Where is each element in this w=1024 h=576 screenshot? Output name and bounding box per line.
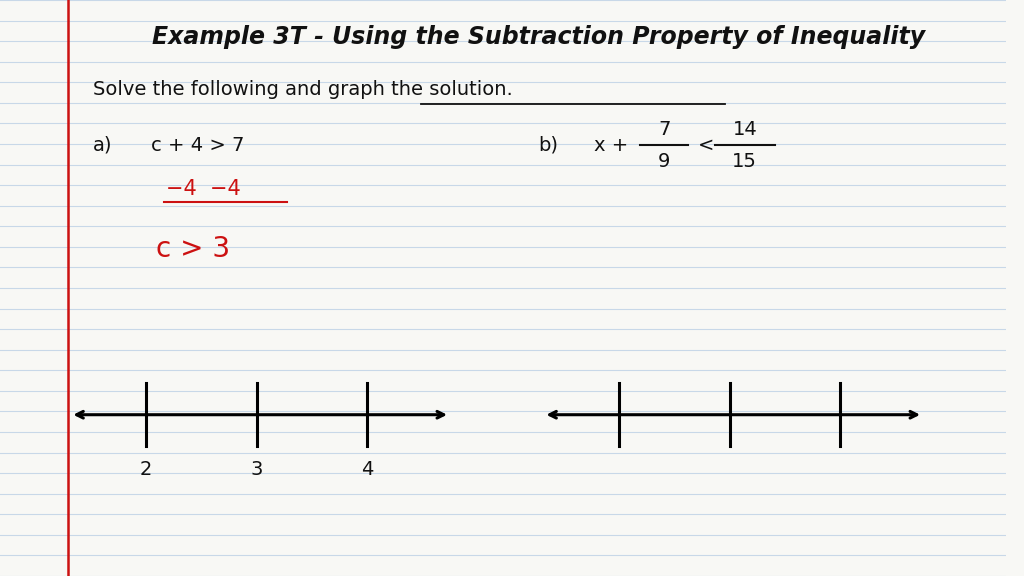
- Text: b): b): [539, 136, 558, 154]
- Text: −4  −4: −4 −4: [166, 179, 241, 199]
- Text: 4: 4: [361, 460, 374, 479]
- Text: Solve the following and graph the solution.: Solve the following and graph the soluti…: [92, 80, 512, 98]
- Text: Example 3T - Using the Subtraction Property of Inequality: Example 3T - Using the Subtraction Prope…: [152, 25, 925, 50]
- Text: 3: 3: [251, 460, 263, 479]
- Text: c + 4 > 7: c + 4 > 7: [151, 136, 245, 154]
- Text: 15: 15: [732, 152, 757, 170]
- Text: 9: 9: [658, 152, 671, 170]
- Text: 14: 14: [732, 120, 757, 139]
- Text: c > 3: c > 3: [156, 235, 230, 263]
- Text: x +: x +: [594, 136, 634, 154]
- Text: 7: 7: [658, 120, 671, 139]
- Text: <: <: [697, 136, 714, 154]
- Text: a): a): [92, 136, 112, 154]
- Text: 2: 2: [139, 460, 153, 479]
